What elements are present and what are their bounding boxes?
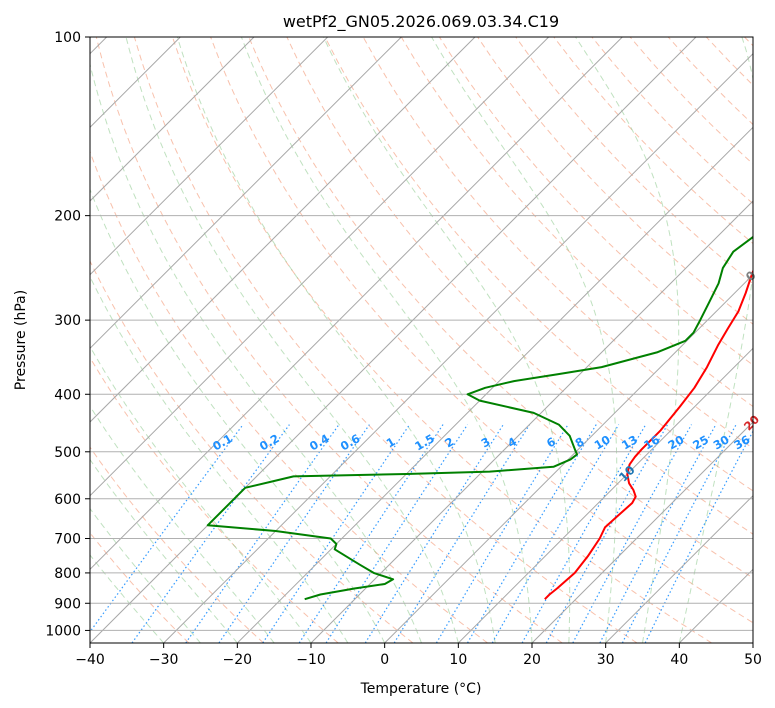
mixing-ratio-line bbox=[262, 424, 411, 643]
isotherm-line bbox=[605, 494, 753, 643]
x-axis-label: Temperature (°C) bbox=[360, 681, 482, 697]
plot-frame bbox=[89, 36, 754, 644]
x-tick-label: 50 bbox=[744, 652, 762, 668]
moist-adiabat-line bbox=[90, 554, 165, 643]
moist-adiabat-line bbox=[90, 188, 386, 643]
mixing-ratio-line bbox=[364, 424, 504, 643]
dry-adiabat-line bbox=[90, 356, 339, 643]
mixing-ratio-line bbox=[435, 424, 569, 643]
isotherm-line bbox=[752, 642, 753, 643]
x-tick-label: 30 bbox=[597, 652, 615, 668]
mixing-ratio-line bbox=[521, 424, 647, 643]
mixing-ratio-line bbox=[466, 424, 597, 643]
mixing-ratio-label: 25 bbox=[690, 432, 711, 452]
moist-adiabat-line bbox=[90, 62, 422, 643]
temperature-profile-line bbox=[544, 268, 753, 600]
isotherm-line bbox=[90, 37, 476, 423]
y-tick-label: 200 bbox=[54, 209, 81, 225]
isotherm-line bbox=[310, 200, 753, 643]
moist-adiabat-line bbox=[90, 405, 275, 643]
y-tick-label: 600 bbox=[54, 492, 81, 508]
mixing-ratio-line bbox=[572, 424, 693, 643]
mixing-ratio-label: 36 bbox=[731, 432, 752, 452]
y-tick-label: 100 bbox=[54, 30, 81, 46]
y-tick-label: 700 bbox=[54, 532, 81, 548]
mixing-ratio-line bbox=[621, 424, 737, 643]
mixing-ratio-line bbox=[545, 424, 669, 643]
dry-adiabat-line bbox=[477, 37, 753, 325]
dry-adiabat-line bbox=[172, 37, 712, 643]
mixing-ratio-line bbox=[218, 424, 370, 643]
dry-adiabat-line bbox=[90, 259, 414, 643]
isotherm-line bbox=[384, 273, 753, 643]
y-tick-label: 1000 bbox=[45, 623, 81, 639]
mixing-ratio-line bbox=[599, 424, 717, 643]
dry-adiabat-line bbox=[286, 37, 753, 535]
mixing-ratio-line bbox=[491, 424, 620, 643]
dry-adiabat-line bbox=[90, 446, 264, 643]
y-axis-label: Pressure (hPa) bbox=[13, 290, 29, 390]
isotherm-line bbox=[90, 37, 402, 350]
moist-adiabat-line bbox=[678, 37, 753, 643]
isotherm-line bbox=[163, 52, 753, 643]
moist-adiabat-line bbox=[176, 37, 496, 643]
x-tick-label: 40 bbox=[670, 652, 688, 668]
x-tick-label: −40 bbox=[75, 652, 105, 668]
y-tick-label: 800 bbox=[54, 566, 81, 582]
isotherm-line bbox=[90, 37, 255, 202]
mixing-ratio-line bbox=[131, 424, 290, 643]
moist-adiabat-line bbox=[125, 37, 459, 643]
mixing-ratio-label: 13 bbox=[619, 432, 640, 452]
moist-adiabat-line bbox=[323, 37, 571, 643]
isotherm-line bbox=[90, 37, 329, 276]
x-tick-label: −10 bbox=[296, 652, 326, 668]
x-tick-label: −30 bbox=[149, 652, 179, 668]
isotherm-line bbox=[90, 37, 697, 643]
moist-adiabat-line bbox=[90, 458, 238, 643]
y-tick-label: 500 bbox=[54, 445, 81, 461]
moist-adiabat-line bbox=[431, 37, 618, 643]
mixing-ratio-line bbox=[644, 430, 753, 643]
dry-adiabat-line bbox=[248, 37, 753, 579]
moist-adiabat-line bbox=[90, 507, 201, 643]
dewpoint-profile-line bbox=[206, 235, 753, 601]
mixing-ratio-label: 30 bbox=[711, 432, 732, 452]
moist-adiabat-line bbox=[240, 37, 533, 643]
mixing-ratio-label: 10 bbox=[592, 432, 613, 452]
isotherm-line bbox=[90, 37, 623, 571]
chart-title: wetPf2_GN05.2026.069.03.34.C19 bbox=[283, 12, 559, 32]
isotherm-line bbox=[531, 421, 753, 643]
plot-background bbox=[90, 37, 753, 643]
dry-adiabat-line bbox=[324, 37, 753, 492]
x-tick-label: 0 bbox=[380, 652, 389, 668]
isotherm-line bbox=[457, 347, 753, 643]
x-axis: −40 −30 −20 −10 0 10 20 30 40 50 bbox=[75, 643, 762, 668]
moist-adiabat-line bbox=[90, 275, 349, 643]
moist-adiabat-line bbox=[575, 37, 680, 643]
y-tick-label: 300 bbox=[54, 313, 81, 329]
isotherm-line bbox=[90, 37, 550, 497]
y-tick-label: 900 bbox=[54, 596, 81, 612]
isotherm-line bbox=[236, 126, 753, 643]
mixing-ratio-label: 20 bbox=[666, 432, 687, 452]
y-axis: 100 200 300 400 500 600 700 800 900 1000 bbox=[45, 30, 90, 639]
dry-adiabat-line bbox=[95, 37, 563, 643]
x-tick-label: −20 bbox=[223, 652, 253, 668]
x-tick-label: 20 bbox=[523, 652, 541, 668]
mixing-ratio-label: 16 bbox=[641, 432, 662, 452]
y-tick-label: 400 bbox=[54, 387, 81, 403]
dry-adiabat-line bbox=[133, 37, 638, 643]
dry-adiabat-line bbox=[210, 37, 753, 624]
x-tick-label: 10 bbox=[449, 652, 467, 668]
